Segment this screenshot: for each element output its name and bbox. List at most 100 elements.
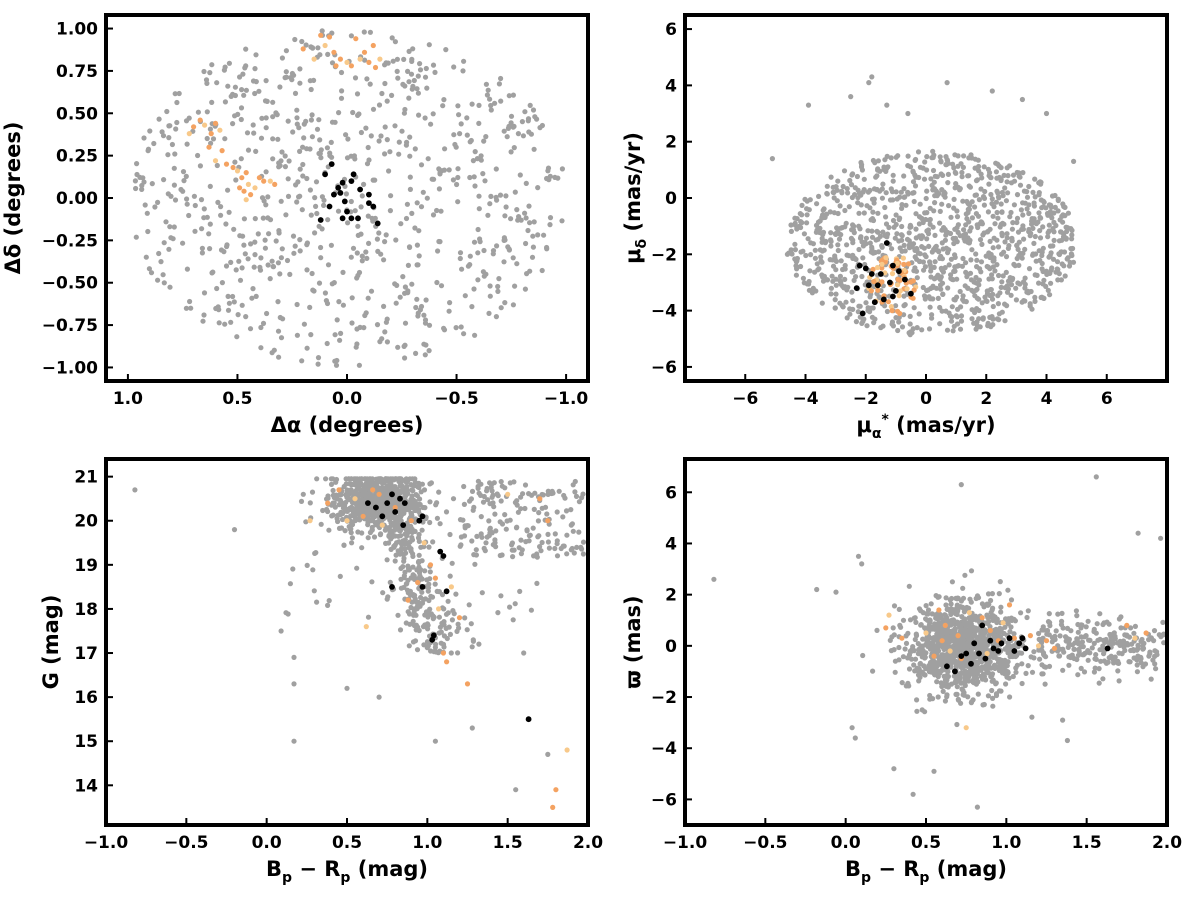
sky-field-point	[253, 148, 259, 154]
sky-x-tick-label: 0.5	[222, 389, 252, 409]
pm-field-point	[799, 202, 805, 208]
cmd-field-point	[438, 629, 444, 635]
cmd-field-point	[365, 511, 371, 517]
pm-field-point	[814, 261, 820, 267]
par-field-point	[913, 633, 920, 639]
par-field-outliers-point	[1158, 535, 1164, 541]
cmd-field-point	[416, 564, 422, 570]
cmd-field-point	[467, 498, 473, 504]
pm-field-point	[910, 179, 917, 185]
par-black-point	[990, 645, 997, 652]
cmd-orange-point	[564, 747, 570, 753]
pm-field-point	[852, 185, 858, 191]
pm-field-point	[965, 239, 971, 245]
sky-x-tick-label: −0.5	[434, 389, 478, 409]
sky-black-point	[350, 171, 357, 178]
sky-field-point	[388, 193, 394, 199]
par-field-point	[993, 691, 1000, 697]
pm-field-point	[957, 326, 964, 332]
par-field-outliers-point	[1060, 717, 1066, 723]
sky-orange-point	[230, 164, 236, 171]
cmd-field-point	[445, 610, 451, 616]
sky-field-point	[278, 255, 284, 261]
cmd-field-point	[396, 476, 402, 482]
pm-field-outliers-point	[784, 251, 791, 257]
sky-orange-point	[252, 185, 258, 191]
pm-field-point	[932, 259, 938, 265]
cmd-field-point	[384, 557, 390, 563]
pm-field-point	[869, 234, 876, 240]
pm-field-point	[807, 268, 813, 274]
pm-field-point	[981, 164, 987, 170]
par-field-point	[1042, 681, 1048, 687]
par-field-point	[1013, 669, 1019, 675]
pm-field-point	[901, 312, 907, 318]
cmd-x-axis-label: Bp − Rp (mag)	[266, 857, 428, 886]
sky-orange-point	[261, 178, 267, 184]
cmd-field-point	[486, 518, 492, 524]
pm-field-point	[1015, 246, 1021, 252]
par-orange-point	[942, 622, 948, 629]
par-orange-point	[1124, 622, 1130, 629]
pm-field-point	[840, 283, 846, 289]
par-orange-point	[1027, 633, 1033, 639]
par-field-point	[1086, 637, 1092, 643]
par-field-point	[1073, 608, 1079, 614]
pm-field-point	[884, 308, 891, 315]
pm-black-point	[853, 285, 860, 291]
sky-black-point	[348, 178, 355, 185]
sky-field-point	[482, 178, 488, 184]
sky-field-point	[204, 109, 210, 115]
pm-field-point	[907, 321, 913, 327]
sky-field-point	[455, 174, 461, 181]
pm-field-point	[1002, 318, 1008, 324]
par-field-point	[942, 677, 949, 683]
cmd-field-point	[373, 512, 379, 518]
pm-field-point	[841, 168, 848, 174]
par-y-tick-label: −4	[651, 739, 677, 759]
sky-field-point	[364, 255, 370, 261]
sky-field-point	[282, 164, 288, 170]
cmd-field-point	[447, 573, 453, 579]
pm-field-point	[890, 323, 897, 329]
pm-field-point	[972, 156, 978, 162]
pm-field-point	[1031, 216, 1037, 222]
sky-field-point	[292, 243, 298, 249]
pm-field-point	[898, 189, 904, 195]
pm-field-point	[817, 247, 823, 253]
cmd-field-point	[474, 533, 480, 540]
par-black-point	[1022, 645, 1029, 652]
sky-field-point	[230, 121, 236, 127]
sky-field-point	[223, 221, 229, 227]
sky-field-point	[297, 148, 303, 154]
cmd-field-point	[412, 606, 418, 612]
sky-field-point	[226, 209, 232, 215]
sky-field-point	[258, 255, 264, 261]
sky-field-point	[304, 240, 310, 246]
par-field-point	[906, 666, 913, 672]
pm-field-point	[844, 242, 850, 248]
sky-field-point	[363, 125, 369, 131]
sky-field-point	[520, 133, 527, 139]
par-field-point	[944, 651, 950, 658]
pm-field-point	[1048, 212, 1054, 218]
par-field-point	[962, 682, 968, 689]
par-field-point	[874, 627, 880, 634]
par-field-point	[975, 679, 981, 685]
cmd-field-point	[526, 533, 533, 539]
sky-field-point	[239, 87, 245, 93]
pm-field-point	[963, 211, 969, 217]
pm-x-tick-label: 2	[980, 389, 992, 409]
sky-field-point	[315, 45, 321, 51]
sky-black-point	[341, 198, 348, 205]
cmd-field-point	[326, 598, 332, 604]
pm-field-point	[828, 238, 834, 245]
pm-field-point	[978, 186, 984, 192]
cmd-field-point	[461, 533, 468, 539]
sky-field-point	[214, 285, 220, 292]
cmd-y-tick-label: 14	[74, 776, 98, 796]
pm-field-point	[854, 173, 861, 180]
pm-field-point	[865, 228, 871, 234]
pm-field-point	[1005, 278, 1012, 284]
par-field-point	[929, 626, 935, 632]
